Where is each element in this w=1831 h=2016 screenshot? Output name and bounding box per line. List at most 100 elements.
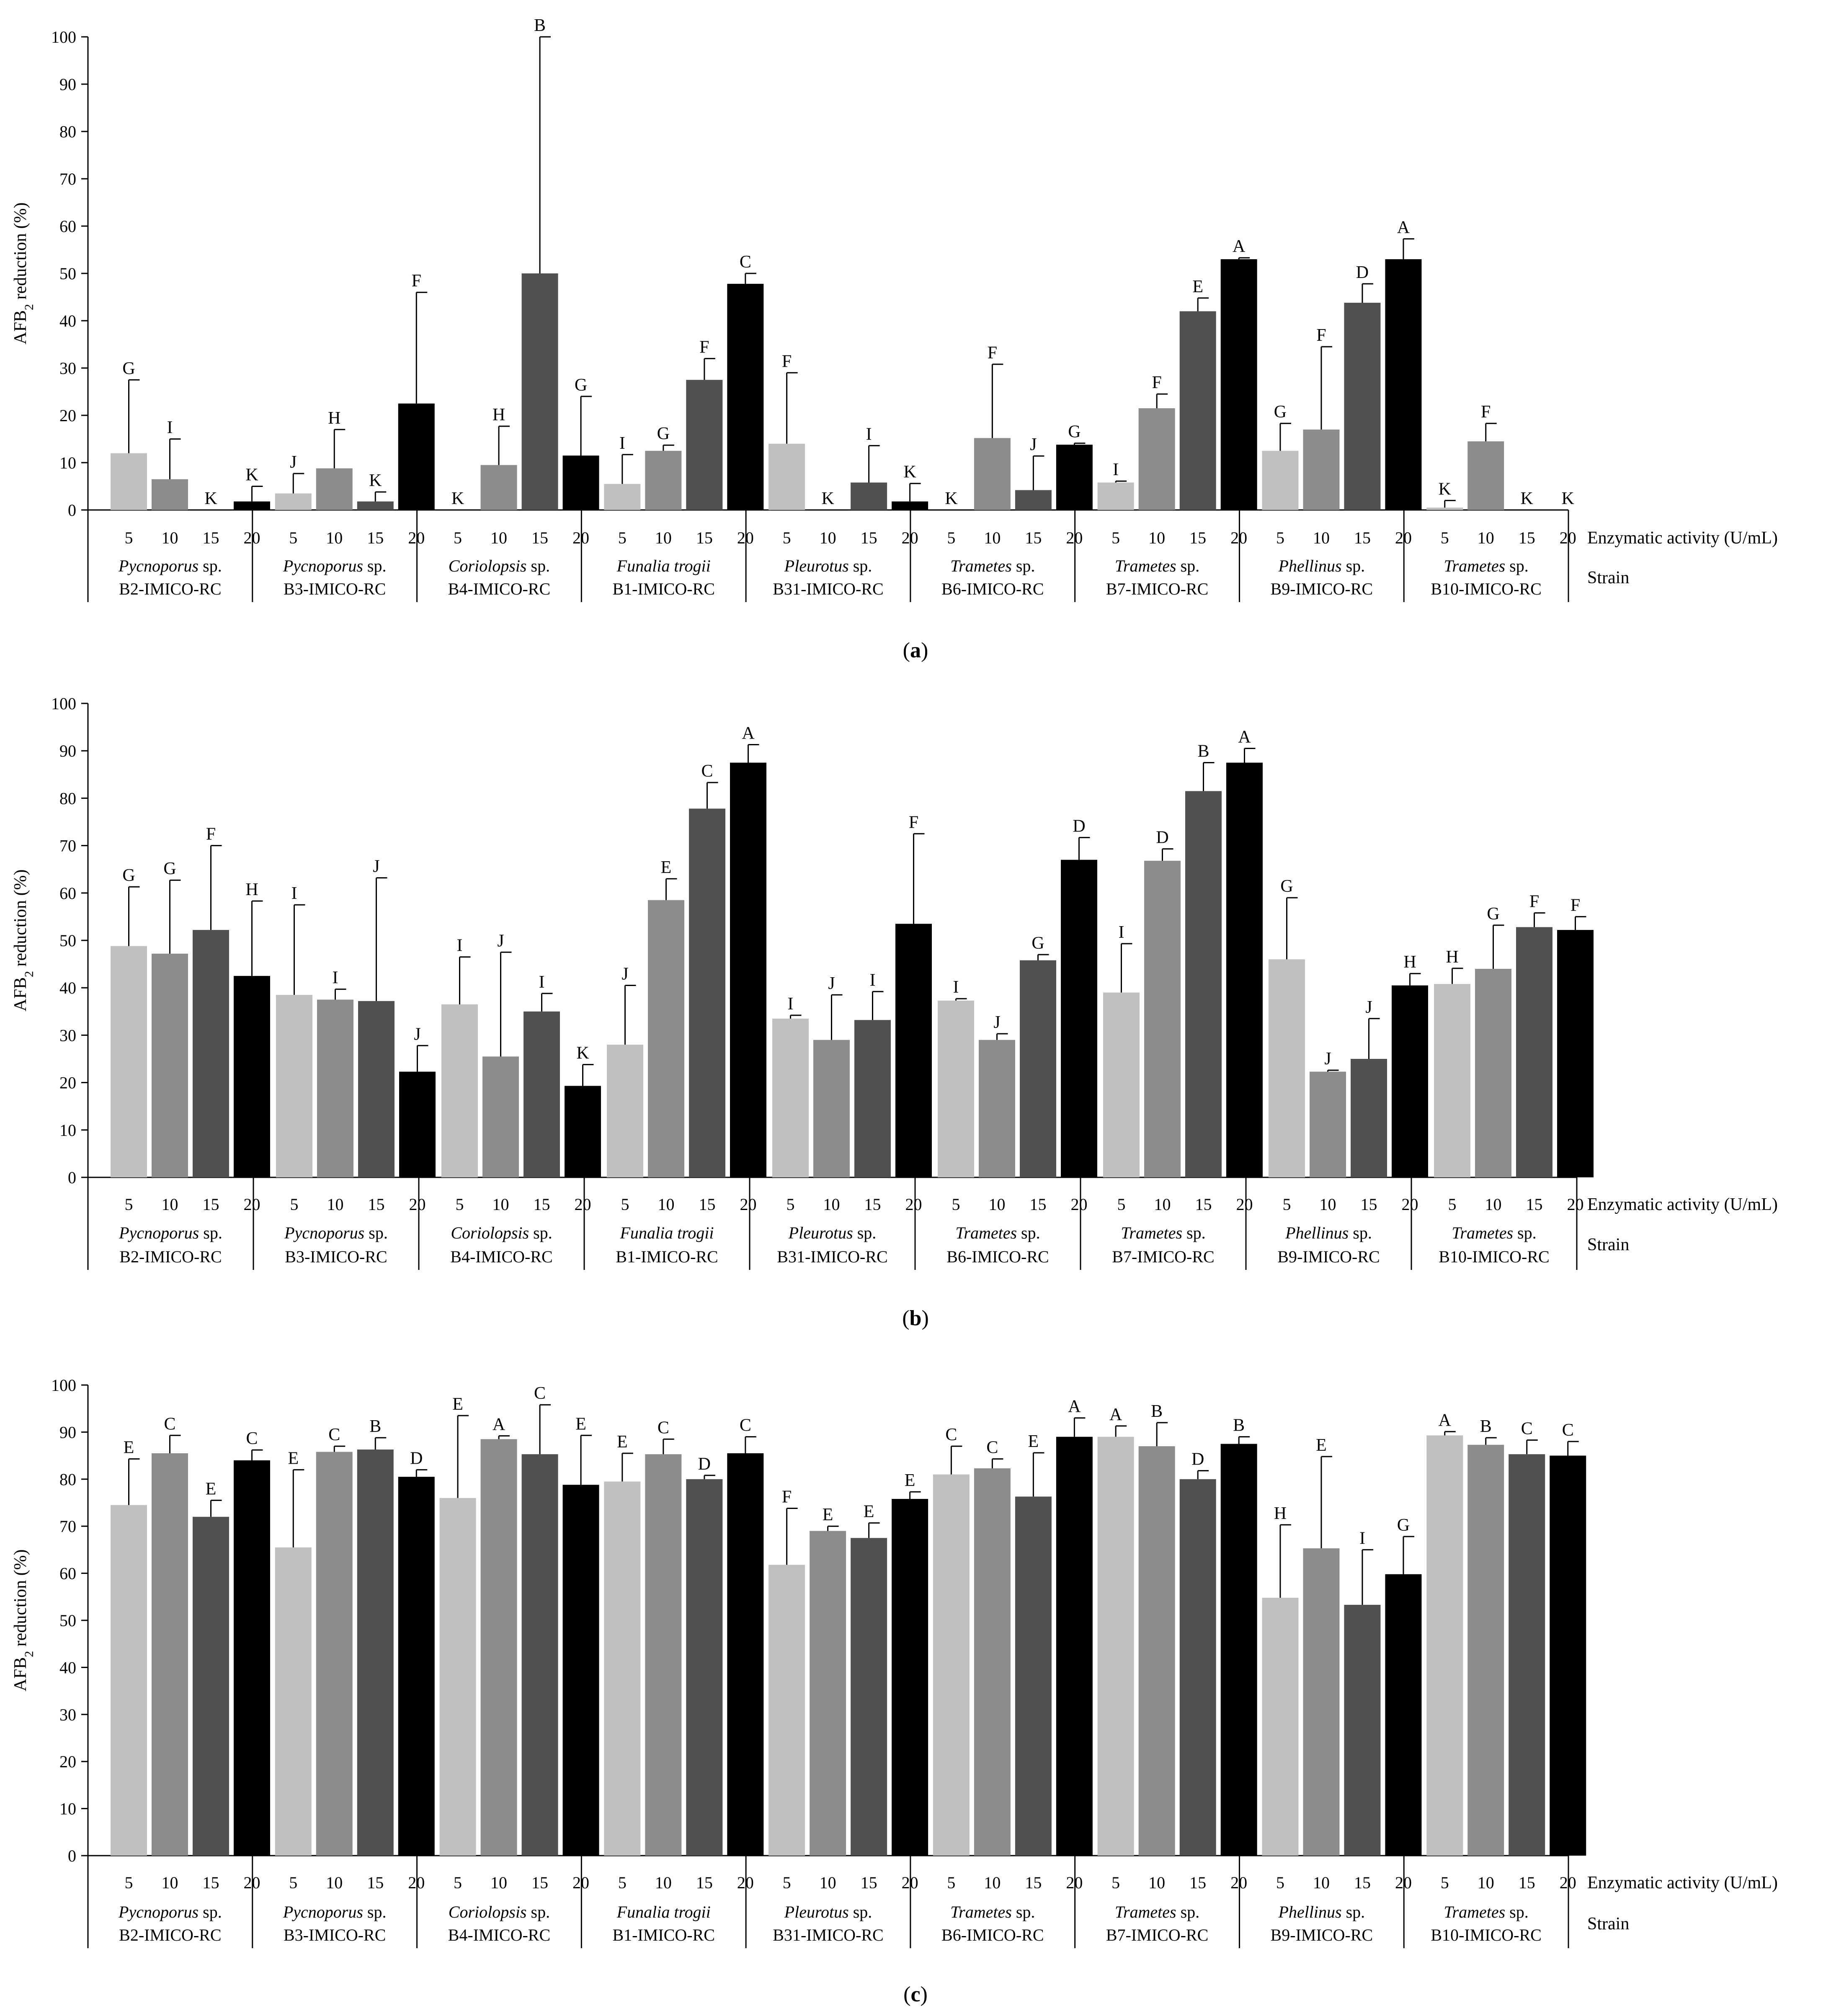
strain-axis-label: Strain bbox=[1587, 1914, 1629, 1934]
significance-letter: K bbox=[903, 463, 916, 482]
strain-code-label: B10-IMICO-RC bbox=[1439, 1247, 1549, 1266]
significance-letter: H bbox=[1446, 947, 1458, 967]
y-tick-label: 50 bbox=[59, 1611, 76, 1630]
concentration-label: 10 bbox=[162, 1195, 178, 1214]
significance-letter: B bbox=[1480, 1417, 1492, 1436]
significance-letter: J bbox=[290, 453, 297, 472]
significance-letter: J bbox=[1324, 1049, 1331, 1069]
y-tick-label: 70 bbox=[59, 170, 76, 188]
concentration-label: 5 bbox=[783, 1873, 791, 1892]
strain-code-label: B3-IMICO-RC bbox=[284, 579, 386, 598]
significance-letter: E bbox=[1028, 1432, 1039, 1451]
strain-genus-label: Pycnoporus sp. bbox=[283, 556, 387, 575]
concentration-label: 15 bbox=[1189, 528, 1206, 547]
concentration-label: 20 bbox=[902, 528, 918, 547]
bar bbox=[1061, 860, 1097, 1177]
significance-letter: G bbox=[163, 859, 176, 878]
strain-code-label: B7-IMICO-RC bbox=[1106, 579, 1208, 598]
y-axis-label: AFB2 reduction (%) bbox=[11, 202, 36, 344]
concentration-label: 20 bbox=[1402, 1195, 1418, 1214]
significance-letter: B bbox=[1151, 1402, 1163, 1421]
significance-letter: D bbox=[410, 1449, 423, 1468]
significance-letter: D bbox=[1073, 816, 1085, 836]
bar bbox=[1467, 1444, 1504, 1856]
significance-letter: I bbox=[291, 884, 297, 903]
bar bbox=[1269, 959, 1305, 1177]
concentration-label: 20 bbox=[1395, 528, 1412, 547]
strain-genus-label: Funalia trogii bbox=[616, 1903, 711, 1921]
significance-letter: J bbox=[1365, 998, 1372, 1017]
panel-caption: (b) bbox=[902, 1306, 929, 1330]
concentration-label: 15 bbox=[1526, 1195, 1543, 1214]
strain-genus-label: Phellinus sp. bbox=[1278, 1903, 1365, 1921]
concentration-label: 20 bbox=[1230, 528, 1247, 547]
y-tick-label: 50 bbox=[59, 931, 76, 950]
significance-letter: H bbox=[328, 409, 340, 428]
concentration-label: 15 bbox=[1025, 1873, 1042, 1892]
significance-letter: E bbox=[823, 1505, 833, 1524]
significance-letter: E bbox=[288, 1449, 299, 1468]
concentration-label: 5 bbox=[1283, 1195, 1291, 1214]
strain-code-label: B4-IMICO-RC bbox=[448, 579, 550, 598]
concentration-label: 20 bbox=[740, 1195, 757, 1214]
significance-letter: C bbox=[658, 1418, 669, 1437]
concentration-label: 5 bbox=[952, 1195, 960, 1214]
bar bbox=[193, 1517, 229, 1856]
concentration-label: 20 bbox=[1236, 1195, 1253, 1214]
significance-letter: B bbox=[1233, 1416, 1245, 1435]
concentration-label: 20 bbox=[1066, 528, 1083, 547]
significance-letter: A bbox=[493, 1415, 505, 1434]
concentration-label: 20 bbox=[408, 528, 425, 547]
bar bbox=[730, 762, 766, 1177]
panel-b: 0 10 20 30 40 50 60 70 80 90 100 AFB2 reduction (%)… bbox=[11, 694, 1778, 1330]
concentration-label: 5 bbox=[1111, 1873, 1120, 1892]
bar bbox=[234, 976, 270, 1177]
concentration-label: 15 bbox=[367, 528, 384, 547]
concentration-label: 15 bbox=[368, 1195, 385, 1214]
x-axis-label: Enzymatic activity (U/mL) bbox=[1587, 1195, 1778, 1214]
concentration-label: 15 bbox=[534, 1195, 550, 1214]
significance-letter: H bbox=[1403, 953, 1416, 972]
concentration-label: 20 bbox=[737, 1873, 754, 1892]
concentration-label: 10 bbox=[820, 528, 836, 547]
y-tick-label: 70 bbox=[59, 1517, 76, 1536]
significance-letter: F bbox=[206, 825, 216, 844]
x-axis-label: Enzymatic activity (U/mL) bbox=[1587, 528, 1778, 548]
concentration-label: 20 bbox=[1230, 1873, 1247, 1892]
bar bbox=[482, 1056, 519, 1177]
strain-code-label: B3-IMICO-RC bbox=[285, 1247, 387, 1266]
bar bbox=[1426, 507, 1463, 510]
bar bbox=[562, 1485, 599, 1856]
bar bbox=[317, 999, 353, 1177]
concentration-label: 5 bbox=[454, 1873, 462, 1892]
bar bbox=[686, 380, 723, 510]
significance-letter: D bbox=[1156, 828, 1168, 847]
concentration-label: 20 bbox=[244, 1873, 260, 1892]
y-tick-label: 10 bbox=[59, 1800, 76, 1818]
bar bbox=[854, 1020, 891, 1177]
strain-genus-label: Trametes sp. bbox=[950, 556, 1035, 575]
concentration-label: 20 bbox=[1071, 1195, 1088, 1214]
bar bbox=[1426, 1435, 1463, 1856]
concentration-label: 15 bbox=[1025, 528, 1042, 547]
concentration-label: 15 bbox=[861, 528, 877, 547]
y-tick-label: 100 bbox=[51, 28, 76, 46]
bar bbox=[276, 995, 312, 1177]
significance-letter: C bbox=[1562, 1421, 1574, 1440]
concentration-label: 10 bbox=[1478, 1873, 1494, 1892]
bar bbox=[316, 1452, 353, 1856]
significance-letter: G bbox=[1032, 934, 1044, 953]
bar bbox=[604, 1481, 641, 1856]
concentration-label: 5 bbox=[1441, 528, 1449, 547]
significance-letter: F bbox=[988, 343, 997, 363]
bar bbox=[111, 453, 147, 510]
significance-letter: E bbox=[905, 1471, 916, 1490]
bar bbox=[1509, 1454, 1545, 1856]
concentration-label: 5 bbox=[787, 1195, 795, 1214]
bar bbox=[851, 1538, 887, 1856]
strain-genus-label: Pycnoporus sp. bbox=[118, 1903, 222, 1921]
strain-genus-label: Pycnoporus sp. bbox=[119, 1223, 222, 1242]
bar bbox=[645, 451, 682, 510]
significance-letter: E bbox=[661, 858, 672, 877]
y-tick-label: 0 bbox=[68, 1846, 76, 1865]
